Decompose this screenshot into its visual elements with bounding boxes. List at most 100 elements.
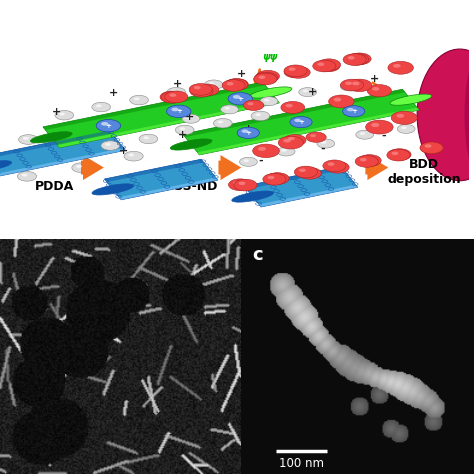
Circle shape xyxy=(18,135,38,145)
Circle shape xyxy=(213,118,232,128)
Circle shape xyxy=(393,64,401,68)
Circle shape xyxy=(255,72,278,84)
Circle shape xyxy=(259,74,266,78)
Circle shape xyxy=(425,144,431,148)
Circle shape xyxy=(225,79,248,91)
Text: +: + xyxy=(237,96,243,102)
Circle shape xyxy=(253,144,279,158)
Circle shape xyxy=(358,155,381,166)
Circle shape xyxy=(220,105,238,114)
Circle shape xyxy=(372,87,379,91)
Circle shape xyxy=(204,80,223,90)
Polygon shape xyxy=(43,82,265,130)
Circle shape xyxy=(397,124,415,133)
Text: +: + xyxy=(369,74,379,84)
Circle shape xyxy=(283,139,291,143)
Circle shape xyxy=(101,141,119,150)
Circle shape xyxy=(143,137,149,139)
Circle shape xyxy=(401,127,407,129)
Circle shape xyxy=(92,102,110,112)
Circle shape xyxy=(347,79,372,91)
Ellipse shape xyxy=(0,161,12,172)
Circle shape xyxy=(201,86,207,90)
Circle shape xyxy=(229,81,236,85)
Circle shape xyxy=(299,168,306,172)
Polygon shape xyxy=(0,130,125,176)
Circle shape xyxy=(277,147,295,156)
Circle shape xyxy=(169,93,176,97)
Text: +: + xyxy=(52,107,61,117)
Text: ψψ: ψψ xyxy=(262,53,277,63)
Circle shape xyxy=(317,139,335,148)
Circle shape xyxy=(271,175,277,179)
Circle shape xyxy=(299,88,317,97)
Circle shape xyxy=(284,66,307,78)
Circle shape xyxy=(356,130,374,139)
Circle shape xyxy=(326,162,349,173)
Text: +: + xyxy=(173,79,182,89)
Text: +: + xyxy=(237,69,246,79)
Circle shape xyxy=(347,108,354,111)
Circle shape xyxy=(180,128,185,130)
Circle shape xyxy=(321,63,328,66)
Circle shape xyxy=(189,83,212,95)
Circle shape xyxy=(263,173,286,185)
Circle shape xyxy=(392,151,400,155)
Circle shape xyxy=(243,100,264,110)
Circle shape xyxy=(218,120,223,123)
Circle shape xyxy=(396,114,404,118)
Circle shape xyxy=(96,104,101,107)
Circle shape xyxy=(278,136,303,149)
Circle shape xyxy=(96,119,121,132)
Text: +: + xyxy=(185,112,194,122)
Circle shape xyxy=(292,69,299,73)
Circle shape xyxy=(306,132,326,142)
Polygon shape xyxy=(43,82,279,148)
Circle shape xyxy=(172,108,179,111)
Circle shape xyxy=(318,63,324,66)
Circle shape xyxy=(261,73,268,76)
Circle shape xyxy=(289,69,296,72)
Circle shape xyxy=(130,95,148,105)
Circle shape xyxy=(391,111,417,124)
Circle shape xyxy=(367,84,392,97)
Circle shape xyxy=(346,54,369,65)
Circle shape xyxy=(72,124,91,134)
Ellipse shape xyxy=(92,184,134,195)
Text: +: + xyxy=(308,87,317,97)
Text: +: + xyxy=(351,109,356,114)
Circle shape xyxy=(328,162,335,166)
Circle shape xyxy=(190,85,213,97)
Circle shape xyxy=(360,158,367,162)
Circle shape xyxy=(251,111,270,121)
Polygon shape xyxy=(0,130,112,159)
Ellipse shape xyxy=(30,132,72,143)
Circle shape xyxy=(238,182,246,185)
Circle shape xyxy=(281,101,305,113)
Ellipse shape xyxy=(465,55,474,175)
Circle shape xyxy=(283,135,306,146)
Circle shape xyxy=(345,82,352,85)
Circle shape xyxy=(348,56,355,60)
Circle shape xyxy=(310,134,316,137)
Text: +: + xyxy=(246,130,251,136)
Polygon shape xyxy=(57,100,279,148)
Circle shape xyxy=(294,166,318,178)
Text: +: + xyxy=(298,119,304,125)
Polygon shape xyxy=(183,89,419,155)
Circle shape xyxy=(244,159,249,162)
Circle shape xyxy=(101,122,109,126)
Circle shape xyxy=(209,82,214,85)
Circle shape xyxy=(166,105,191,118)
Circle shape xyxy=(328,95,354,108)
Ellipse shape xyxy=(170,139,212,150)
Circle shape xyxy=(23,137,29,140)
Circle shape xyxy=(420,142,444,154)
Circle shape xyxy=(228,179,252,191)
Circle shape xyxy=(239,157,257,166)
Circle shape xyxy=(194,88,201,91)
Circle shape xyxy=(139,134,158,144)
Ellipse shape xyxy=(250,87,292,98)
Circle shape xyxy=(242,129,248,133)
Text: +: + xyxy=(178,130,187,140)
